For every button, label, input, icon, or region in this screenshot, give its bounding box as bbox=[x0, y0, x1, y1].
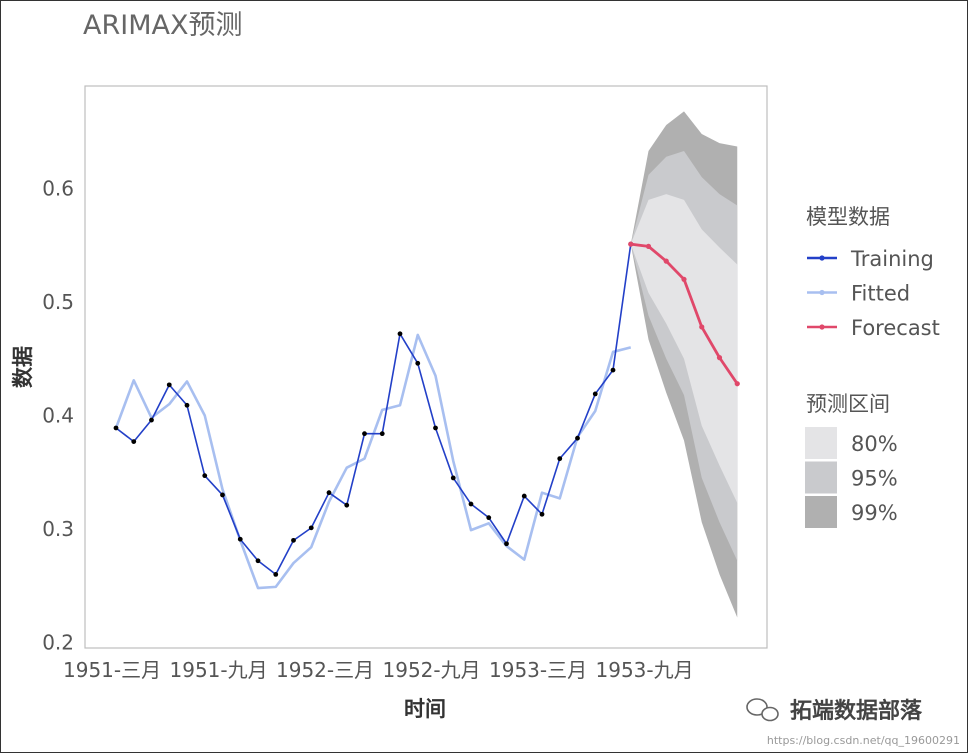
point-training bbox=[557, 456, 563, 462]
point-training bbox=[450, 475, 456, 481]
y-axis-ticks: 0.2 0.3 0.4 0.5 0.6 bbox=[42, 177, 74, 655]
series-line-fitted bbox=[114, 333, 632, 590]
legend-label-training: Training bbox=[850, 247, 934, 271]
legend-label-band-99: 99% bbox=[851, 501, 898, 525]
legend-swatch-point bbox=[819, 289, 825, 296]
point-training bbox=[220, 492, 225, 498]
point-training bbox=[273, 572, 279, 577]
point-training bbox=[184, 402, 190, 408]
watermark: 拓端数据部落 https://blog.csdn.net/qq_19600291 bbox=[746, 698, 960, 747]
y-tick-label: 0.3 bbox=[42, 517, 74, 541]
point-training bbox=[468, 501, 474, 507]
x-axis-ticks: 1951-三月 1951-九月 1952-三月 1952-九月 1953-三月 1953-… bbox=[63, 658, 694, 682]
point-training bbox=[486, 515, 492, 521]
x-tick-label: 1953-九月 bbox=[596, 658, 694, 682]
wechat-icon bbox=[746, 698, 779, 722]
point-training bbox=[237, 536, 243, 542]
y-tick-label: 0.6 bbox=[42, 177, 74, 201]
point-training bbox=[255, 558, 261, 564]
x-tick-label: 1952-九月 bbox=[383, 658, 481, 682]
point-forecast bbox=[645, 243, 652, 249]
point-forecast bbox=[681, 276, 687, 282]
series-line-training bbox=[115, 244, 632, 576]
point-forecast bbox=[663, 258, 669, 264]
y-tick-label: 0.4 bbox=[42, 404, 74, 428]
point-training bbox=[113, 425, 119, 431]
x-tick-label: 1951-九月 bbox=[170, 658, 268, 682]
point-training bbox=[326, 490, 332, 496]
legend-label-band-80: 80% bbox=[851, 432, 898, 456]
point-training bbox=[415, 360, 421, 366]
legend-title-interval: 预测区间 bbox=[806, 392, 890, 416]
legend-swatch-band-80 bbox=[805, 427, 837, 459]
legend-label-band-95: 95% bbox=[851, 467, 898, 491]
point-training bbox=[521, 493, 527, 499]
legend-title-model: 模型数据 bbox=[806, 205, 890, 229]
y-tick-label: 0.2 bbox=[42, 631, 74, 655]
point-training bbox=[131, 439, 137, 445]
point-training bbox=[433, 425, 438, 431]
point-training bbox=[610, 367, 616, 373]
watermark-text: 拓端数据部落 bbox=[790, 698, 923, 724]
point-training bbox=[379, 431, 385, 437]
point-forecast bbox=[734, 381, 740, 387]
point-training bbox=[308, 525, 314, 531]
x-tick-label: 1951-三月 bbox=[63, 658, 161, 682]
point-training bbox=[592, 391, 598, 397]
legend-swatch-point bbox=[819, 255, 825, 261]
point-training bbox=[202, 473, 208, 479]
band-80 bbox=[630, 194, 738, 503]
point-training bbox=[575, 435, 580, 441]
chart-title: ARIMAX预测 bbox=[83, 10, 242, 41]
point-training bbox=[344, 502, 350, 508]
legend-label-fitted: Fitted bbox=[851, 282, 910, 306]
series-points bbox=[113, 241, 740, 577]
y-tick-label: 0.5 bbox=[42, 290, 74, 314]
watermark-url: https://blog.csdn.net/qq_19600291 bbox=[767, 734, 960, 747]
legend-swatch-point bbox=[819, 324, 825, 330]
point-training bbox=[166, 382, 172, 388]
x-axis-title: 时间 bbox=[404, 697, 446, 721]
legend-swatch-band-99 bbox=[805, 496, 837, 528]
prediction-bands bbox=[630, 111, 738, 618]
point-forecast bbox=[628, 241, 634, 247]
legend: 模型数据 Training Fitted Forecast 预测区间 80% 95% 99% bbox=[805, 205, 940, 528]
point-forecast bbox=[699, 324, 705, 330]
point-training bbox=[397, 331, 403, 337]
legend-label-forecast: Forecast bbox=[851, 316, 940, 340]
point-forecast bbox=[716, 355, 723, 361]
point-training bbox=[291, 537, 296, 543]
point-training bbox=[149, 417, 154, 423]
y-axis-title: 数据 bbox=[11, 346, 35, 388]
x-tick-label: 1952-三月 bbox=[276, 658, 374, 682]
plot-panel bbox=[84, 85, 768, 649]
legend-swatch-band-95 bbox=[805, 461, 837, 494]
x-tick-label: 1953-三月 bbox=[489, 658, 587, 682]
point-training bbox=[539, 511, 545, 517]
point-training bbox=[362, 431, 367, 437]
point-training bbox=[504, 541, 509, 547]
